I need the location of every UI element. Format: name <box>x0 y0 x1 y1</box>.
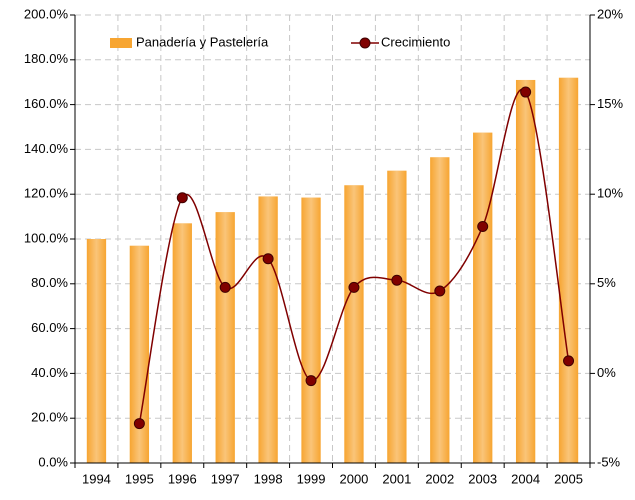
line-marker <box>219 281 231 293</box>
y-tick-label: 200.0% <box>24 6 69 21</box>
legend-label: Crecimiento <box>381 34 450 49</box>
line-marker <box>434 285 446 297</box>
y2-tick-label: 5% <box>597 275 616 290</box>
x-tick-label: 1995 <box>125 471 154 486</box>
y-tick-label: 120.0% <box>24 186 69 201</box>
y-tick-label: 180.0% <box>24 51 69 66</box>
x-tick-label: 2002 <box>425 471 454 486</box>
bar-shine <box>86 239 107 463</box>
x-tick-label: 1996 <box>168 471 197 486</box>
y2-tick-label: 10% <box>597 186 623 201</box>
line-marker <box>305 375 317 387</box>
bar-shine <box>515 79 536 464</box>
line-marker <box>133 418 145 430</box>
bar-shine <box>473 132 493 463</box>
y-tick-label: 20.0% <box>31 410 68 425</box>
legend-label: Panadería y Pastelería <box>136 34 269 49</box>
line-marker <box>348 281 360 293</box>
bar-shine <box>129 245 150 463</box>
x-tick-label: 2000 <box>339 471 368 486</box>
line <box>138 88 570 424</box>
y-tick-label: 60.0% <box>31 320 68 335</box>
line-marker <box>520 86 532 98</box>
y-tick-label: 80.0% <box>31 275 68 290</box>
bar-shine <box>215 212 235 463</box>
y-tick-label: 0.0% <box>38 454 68 469</box>
line-marker <box>477 220 489 232</box>
y-tick-label: 100.0% <box>24 230 69 245</box>
y2-tick-label: 20% <box>597 6 623 21</box>
x-tick-label: 1997 <box>211 471 240 486</box>
y2-tick-label: -5% <box>597 454 621 469</box>
bar-shine <box>344 185 364 464</box>
x-tick-label: 1999 <box>297 471 326 486</box>
bar-shine <box>387 170 407 463</box>
bar-shine <box>430 157 450 464</box>
y2-tick-label: 0% <box>597 365 616 380</box>
y2-tick-label: 15% <box>597 96 623 111</box>
line-marker <box>391 274 403 286</box>
bar-shine <box>558 77 579 463</box>
x-tick-label: 2005 <box>554 471 583 486</box>
x-tick-label: 2004 <box>511 471 540 486</box>
y-tick-label: 140.0% <box>24 141 69 156</box>
line-marker <box>176 192 188 204</box>
x-tick-label: 1998 <box>254 471 283 486</box>
x-tick-label: 2001 <box>382 471 411 486</box>
bar-shine <box>301 197 321 463</box>
y-tick-label: 40.0% <box>31 365 68 380</box>
line-marker <box>563 355 575 367</box>
line-marker <box>262 253 274 265</box>
x-tick-label: 2003 <box>468 471 497 486</box>
legend-marker <box>359 37 371 49</box>
y-tick-label: 160.0% <box>24 96 69 111</box>
bar-shine <box>172 223 192 463</box>
legend-swatch <box>110 38 132 48</box>
x-tick-label: 1994 <box>82 471 111 486</box>
bar-shine <box>258 196 278 463</box>
